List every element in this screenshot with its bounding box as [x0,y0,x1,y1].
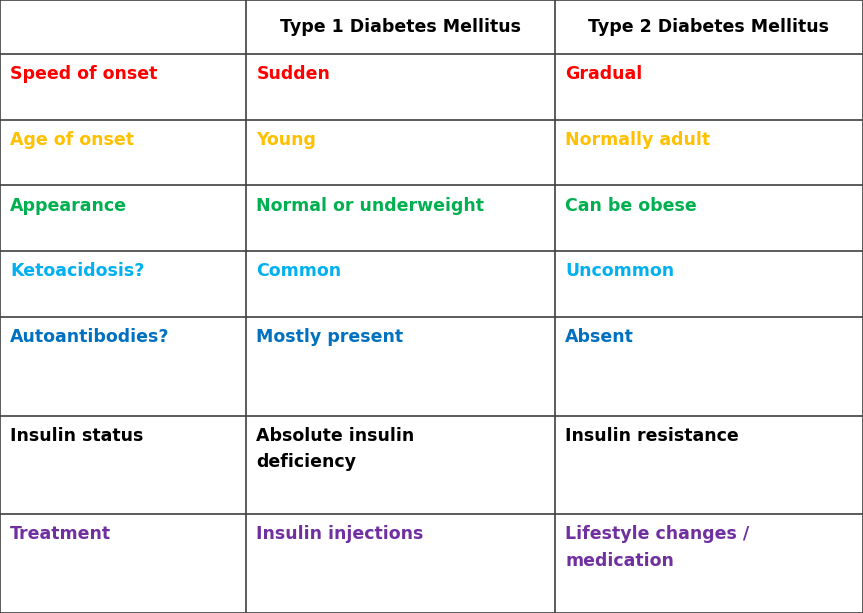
Text: Can be obese: Can be obese [565,197,697,215]
Text: Type 2 Diabetes Mellitus: Type 2 Diabetes Mellitus [589,18,829,36]
Text: Normal or underweight: Normal or underweight [256,197,484,215]
Text: Insulin injections: Insulin injections [256,525,424,543]
Text: Sudden: Sudden [256,65,331,83]
Text: Age of onset: Age of onset [10,131,135,149]
Text: Ketoacidosis?: Ketoacidosis? [10,262,145,280]
Text: Common: Common [256,262,342,280]
Text: Gradual: Gradual [565,65,643,83]
Text: Uncommon: Uncommon [565,262,674,280]
Text: Appearance: Appearance [10,197,128,215]
Text: Young: Young [256,131,316,149]
Text: Speed of onset: Speed of onset [10,65,158,83]
Text: Normally adult: Normally adult [565,131,710,149]
Text: Type 1 Diabetes Mellitus: Type 1 Diabetes Mellitus [280,18,521,36]
Text: Lifestyle changes /
medication: Lifestyle changes / medication [565,525,749,569]
Text: Absent: Absent [565,328,634,346]
Text: Mostly present: Mostly present [256,328,403,346]
Text: Insulin status: Insulin status [10,427,144,444]
Text: Absolute insulin
deficiency: Absolute insulin deficiency [256,427,414,471]
Text: Treatment: Treatment [10,525,111,543]
Text: Autoantibodies?: Autoantibodies? [10,328,170,346]
Text: Insulin resistance: Insulin resistance [565,427,739,444]
